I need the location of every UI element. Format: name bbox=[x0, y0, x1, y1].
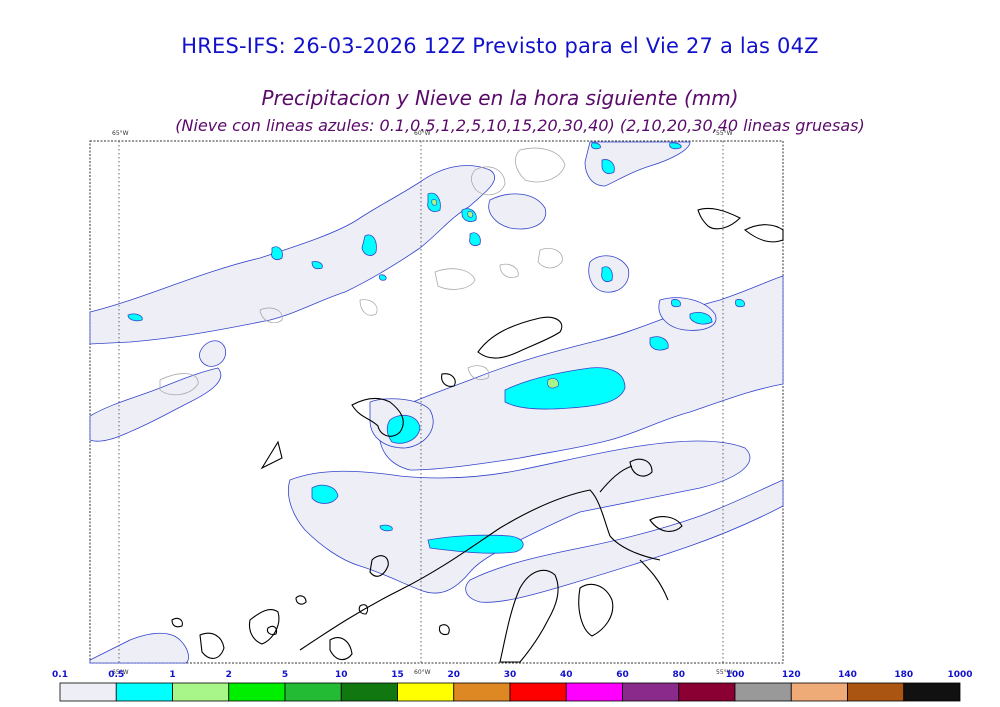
legend-swatch bbox=[678, 682, 736, 702]
precip-area bbox=[488, 193, 547, 230]
map-subtitle: Precipitacion y Nieve en la hora siguien… bbox=[261, 86, 739, 110]
legend-swatch bbox=[734, 682, 792, 702]
coastline bbox=[441, 373, 456, 387]
coastline bbox=[499, 569, 559, 663]
coastline bbox=[697, 207, 741, 230]
meridians bbox=[118, 141, 724, 663]
coastline bbox=[369, 555, 389, 577]
coastline bbox=[199, 632, 225, 659]
legend-level-label: 40 bbox=[560, 670, 573, 680]
legend-swatch bbox=[340, 682, 398, 702]
coastline bbox=[438, 624, 450, 636]
meridian-label-top: 60°W bbox=[414, 130, 431, 137]
legend-swatch bbox=[565, 682, 623, 702]
legend-swatch bbox=[790, 682, 848, 702]
legend-level-label: 1000 bbox=[947, 670, 972, 680]
coastline bbox=[266, 625, 278, 636]
legend-swatch bbox=[903, 682, 961, 702]
legend-swatch bbox=[453, 682, 511, 702]
coastline bbox=[171, 617, 183, 628]
coastline bbox=[248, 609, 280, 645]
legend-level-label: 60 bbox=[616, 670, 629, 680]
legend-swatch bbox=[172, 682, 230, 702]
legend-level-label: 15 bbox=[391, 670, 404, 680]
coastline bbox=[299, 489, 661, 651]
meridian-label-bottom: 55°W bbox=[716, 669, 733, 676]
coastlines bbox=[171, 207, 784, 663]
legend-level-label: 10 bbox=[335, 670, 348, 680]
legend-level-label: 1 bbox=[169, 670, 175, 680]
precip-area bbox=[89, 367, 222, 442]
legend-level-label: 5 bbox=[282, 670, 288, 680]
coastline bbox=[649, 516, 683, 532]
legend-level-label: 2 bbox=[226, 670, 232, 680]
legend-level-label: 120 bbox=[782, 670, 801, 680]
precip-area bbox=[199, 340, 226, 367]
legend-swatch bbox=[284, 682, 342, 702]
meridian-label-top: 65°W bbox=[112, 130, 129, 137]
precip-area bbox=[465, 479, 784, 603]
legend-swatch bbox=[847, 682, 905, 702]
precip-cyan-cores bbox=[127, 142, 745, 554]
legend-level-label: 100 bbox=[726, 670, 745, 680]
coastline bbox=[599, 465, 633, 493]
coastline bbox=[295, 595, 307, 605]
coastline bbox=[358, 604, 369, 615]
legend-swatch bbox=[59, 682, 117, 702]
legend-swatch bbox=[228, 682, 286, 702]
legend-level-label: 30 bbox=[504, 670, 517, 680]
map-title: HRES-IFS: 26-03-2026 12Z Previsto para e… bbox=[181, 34, 819, 58]
precip-area bbox=[584, 141, 691, 187]
legend-level-label: 0.5 bbox=[108, 670, 124, 680]
precip-green-cores bbox=[431, 199, 559, 389]
color-legend: 0.1 0.5 1 2 5 10 15 20 30 40 60 80 100 120 140 180 1000 bbox=[52, 670, 973, 702]
precip-contours bbox=[159, 147, 566, 396]
precip-field bbox=[89, 141, 784, 664]
legend-swatch bbox=[397, 682, 455, 702]
coastline bbox=[639, 559, 669, 601]
coastline bbox=[629, 458, 653, 477]
legend-swatch bbox=[509, 682, 567, 702]
coastline bbox=[260, 440, 283, 470]
legend-level-label: 20 bbox=[447, 670, 460, 680]
meridian-label-bottom: 60°W bbox=[414, 669, 431, 676]
coastline bbox=[578, 583, 614, 637]
legend-swatch bbox=[115, 682, 173, 702]
legend-swatch bbox=[622, 682, 680, 702]
coastline bbox=[351, 397, 404, 437]
legend-level-label: 0.1 bbox=[52, 670, 68, 680]
meridian-label-top: 55°W bbox=[716, 130, 733, 137]
precip-area bbox=[89, 632, 189, 664]
legend-level-label: 140 bbox=[838, 670, 857, 680]
map-subtitle-legend-note: (Nieve con lineas azules: 0.1,0.5,1,2,5,… bbox=[175, 116, 865, 135]
coastline bbox=[744, 224, 784, 243]
meridian-label-bottom: 65°W bbox=[112, 669, 129, 676]
legend-level-label: 180 bbox=[894, 670, 913, 680]
legend-level-label: 80 bbox=[672, 670, 685, 680]
coastline bbox=[477, 316, 563, 359]
coastline bbox=[329, 637, 353, 661]
